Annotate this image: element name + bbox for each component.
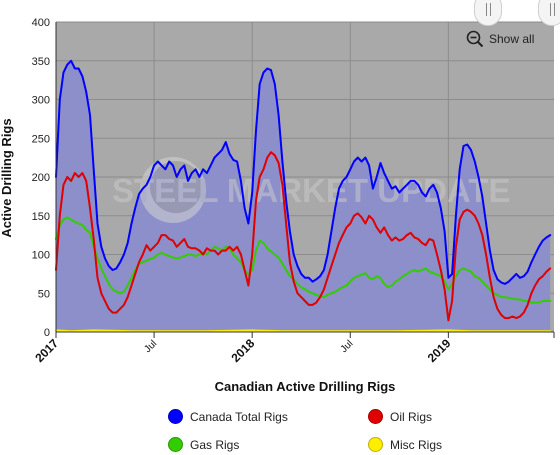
range-handle-left[interactable] — [474, 0, 502, 26]
legend-item-canada-total[interactable]: Canada Total Rigs — [168, 409, 288, 424]
y-tick-label: 100 — [32, 250, 50, 262]
range-handle-right[interactable] — [538, 0, 560, 26]
y-tick-label: 150 — [32, 211, 50, 223]
y-tick-label: 350 — [32, 56, 50, 68]
legend-marker — [368, 437, 383, 452]
series-lines — [55, 59, 552, 333]
grip-icon — [486, 3, 491, 16]
y-axis-label: Active Drilling Rigs — [0, 118, 14, 237]
legend-label: Misc Rigs — [390, 437, 443, 452]
legend-marker — [368, 409, 383, 424]
series-line-oil — [55, 151, 552, 322]
grip-icon — [550, 3, 555, 16]
watermark-text: STEEL MARKET UPDATE — [112, 172, 510, 209]
legend-marker — [168, 409, 183, 424]
zoom-out-icon — [466, 30, 484, 48]
watermark: STEEL MARKET UPDATE — [112, 157, 510, 223]
x-tick-label: 2018 — [229, 336, 258, 365]
legend: Canada Total Rigs Oil Rigs Gas Rigs Misc… — [0, 400, 560, 455]
legend-label: Oil Rigs — [390, 409, 433, 424]
y-tick-label: 50 — [38, 288, 50, 300]
y-tick-label: 200 — [32, 172, 50, 184]
legend-item-oil[interactable]: Oil Rigs — [368, 409, 432, 424]
series-line-misc — [55, 329, 552, 333]
legend-item-misc[interactable]: Misc Rigs — [368, 437, 442, 452]
x-tick-label: Jul — [142, 338, 159, 355]
y-tick-label: 0 — [44, 327, 50, 339]
series-line-canada-total — [55, 59, 552, 285]
legend-label: Canada Total Rigs — [190, 409, 288, 424]
show-all-label: Show all — [489, 32, 535, 46]
watermark-logo-inner — [150, 161, 202, 213]
x-axis-label: Canadian Active Drilling Rigs — [215, 379, 396, 394]
y-tick-label: 400 — [32, 17, 50, 29]
legend-item-gas[interactable]: Gas Rigs — [168, 437, 239, 452]
chart: STEEL MARKET UPDATE 0 50 100 150 200 250 300 35… — [0, 17, 555, 394]
x-tick-label: 2017 — [32, 336, 61, 365]
y-tick-label: 250 — [32, 133, 50, 145]
series-area-canada-total — [56, 60, 551, 333]
series-areas — [56, 60, 551, 333]
show-all-button[interactable]: Show all — [466, 29, 534, 49]
x-tick-label: Jul — [339, 338, 356, 355]
legend-marker — [168, 437, 183, 452]
legend-label: Gas Rigs — [190, 437, 240, 452]
x-tick-label: 2019 — [425, 336, 454, 365]
y-tick-label: 300 — [32, 95, 50, 107]
